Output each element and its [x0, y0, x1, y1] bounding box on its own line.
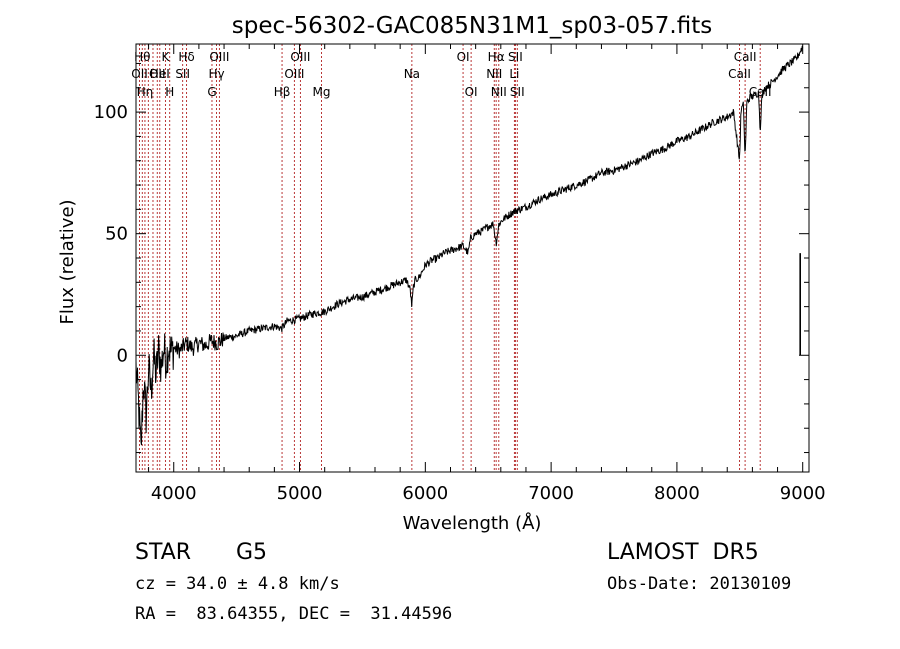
marker-label-22: Hα — [488, 50, 505, 64]
spectrum-line — [135, 45, 804, 446]
marker-label-20: OI — [465, 85, 478, 99]
marker-label-29: CaII — [749, 85, 772, 99]
marker-label-13: OIII — [209, 50, 229, 64]
x-tick-label-5: 9000 — [780, 483, 826, 504]
marker-label-24: Li — [509, 67, 519, 81]
marker-label-17: Mg — [313, 85, 331, 99]
chart-title: spec-56302-GAC085N31M1_sp03-057.fits — [232, 13, 712, 39]
marker-label-26: SII — [510, 85, 525, 99]
marker-label-28: CaII — [734, 50, 757, 64]
marker-label-9: SII — [175, 67, 190, 81]
marker-label-27: CaII — [728, 67, 751, 81]
x-axis-label: Wavelength (Å) — [403, 512, 542, 534]
x-tick-label-4: 8000 — [654, 483, 700, 504]
spectrum-series — [135, 45, 804, 446]
marker-label-19: OI — [457, 50, 470, 64]
survey-name: LAMOST DR5 — [607, 540, 759, 565]
observation-date: Obs-Date: 20130109 — [607, 574, 792, 594]
marker-label-1: Hθ — [134, 50, 150, 64]
marker-label-6: HeI — [150, 67, 170, 81]
x-tick-label-1: 5000 — [277, 483, 323, 504]
marker-label-25: SII — [508, 50, 523, 64]
axis-ticks: 4000 5000 6000 7000 8000 9000 0 50 100 — [94, 44, 826, 504]
marker-label-5: OII — [149, 67, 166, 81]
marker-label-12: Hγ — [208, 67, 224, 81]
marker-label-23: NII — [491, 85, 507, 99]
marker-label-10: Hδ — [178, 50, 194, 64]
redshift-info: cz = 34.0 ± 4.8 km/s — [135, 574, 340, 594]
marker-labels: OIIHθHηOIIHeIKHSIIHδGHγOIIIHβOIIIOIIIMgN… — [131, 50, 771, 99]
marker-label-2: Hη — [137, 85, 154, 99]
x-tick-label-3: 7000 — [528, 483, 574, 504]
y-axis-label: Flux (relative) — [57, 199, 78, 324]
marker-label-11: G — [207, 85, 216, 99]
marker-label-7: K — [161, 50, 170, 64]
marker-label-15: OIII — [284, 67, 304, 81]
x-tick-label-2: 6000 — [402, 483, 448, 504]
marker-label-18: Na — [404, 67, 420, 81]
marker-label-0: OII — [131, 67, 148, 81]
plot-frame — [135, 43, 810, 473]
y-tick-label-0: 0 — [117, 345, 128, 366]
coordinates: RA = 83.64355, DEC = 31.44596 — [135, 604, 453, 624]
marker-label-21: NII — [486, 67, 502, 81]
y-tick-label-1: 50 — [105, 224, 128, 245]
x-tick-label-0: 4000 — [151, 483, 197, 504]
y-tick-label-2: 100 — [94, 102, 128, 123]
marker-label-8: H — [165, 85, 174, 99]
marker-label-14: Hβ — [274, 85, 291, 99]
spectral-line-markers — [139, 44, 761, 472]
marker-label-16: OIII — [290, 50, 310, 64]
spectral-subclass: G5 — [236, 540, 268, 565]
object-class: STAR — [135, 540, 192, 565]
